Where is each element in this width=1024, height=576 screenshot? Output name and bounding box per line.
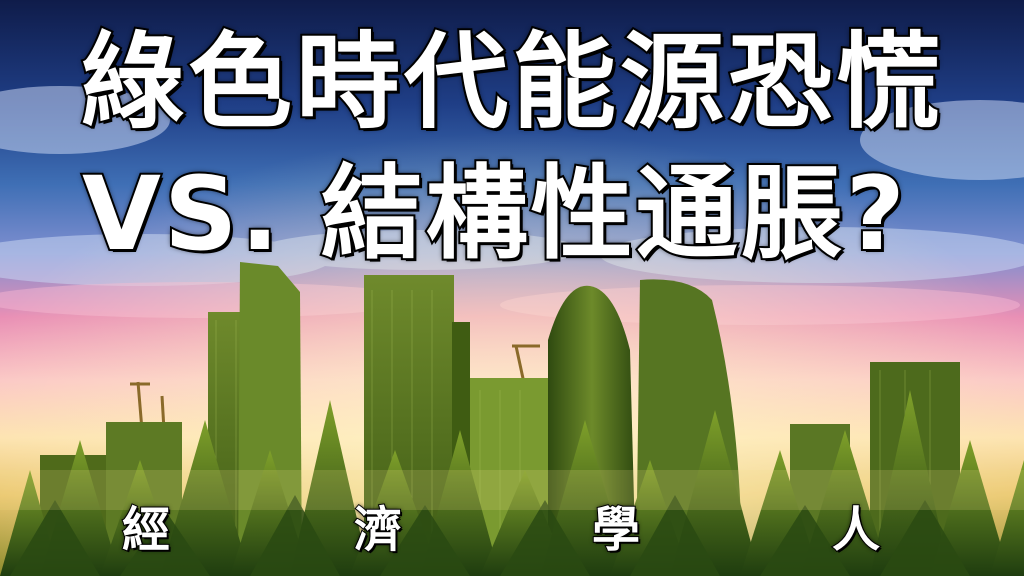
brand-char: 人	[831, 501, 881, 559]
brand-char: 經	[121, 501, 171, 559]
channel-brand: 經 濟 學 人	[0, 498, 1024, 562]
headline-line-1: 綠色時代能源恐慌	[78, 20, 944, 144]
brand-char: 學	[591, 501, 641, 559]
brand-char: 濟	[353, 501, 403, 559]
headline-line-2: VS. 結構性通脹?	[80, 154, 908, 276]
